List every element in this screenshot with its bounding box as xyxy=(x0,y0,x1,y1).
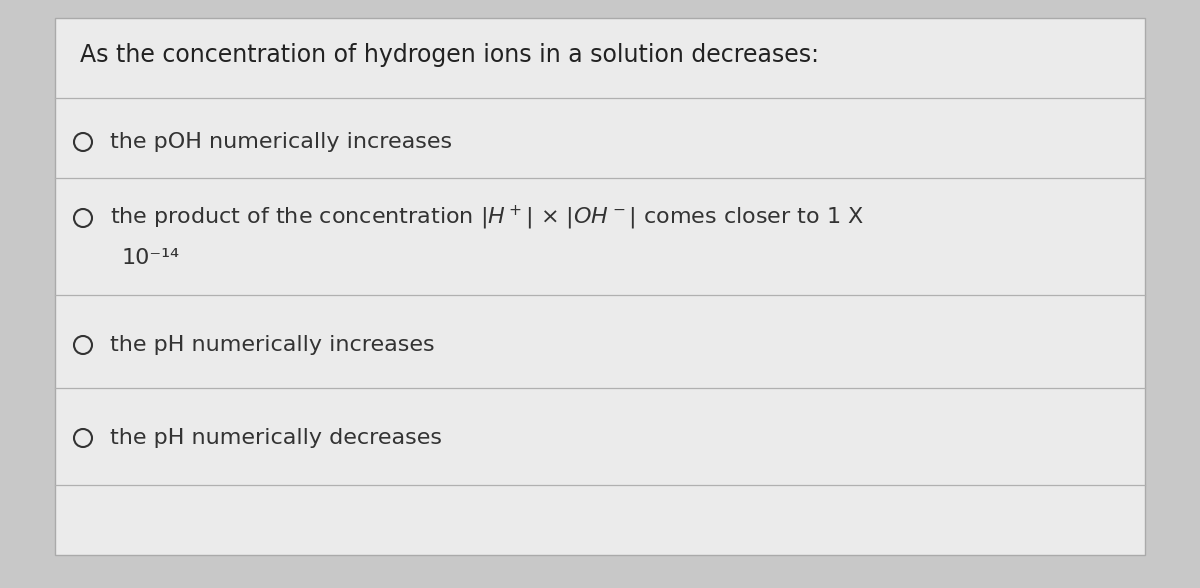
Text: 10⁻¹⁴: 10⁻¹⁴ xyxy=(122,248,180,268)
Text: the pOH numerically increases: the pOH numerically increases xyxy=(110,132,452,152)
Text: the pH numerically decreases: the pH numerically decreases xyxy=(110,428,442,448)
Text: As the concentration of hydrogen ions in a solution decreases:: As the concentration of hydrogen ions in… xyxy=(80,43,818,67)
Text: the pH numerically increases: the pH numerically increases xyxy=(110,335,434,355)
Text: the product of the concentration $|H^+|$ × $|OH^-|$ comes closer to 1 X: the product of the concentration $|H^+|$… xyxy=(110,204,864,232)
FancyBboxPatch shape xyxy=(55,18,1145,555)
